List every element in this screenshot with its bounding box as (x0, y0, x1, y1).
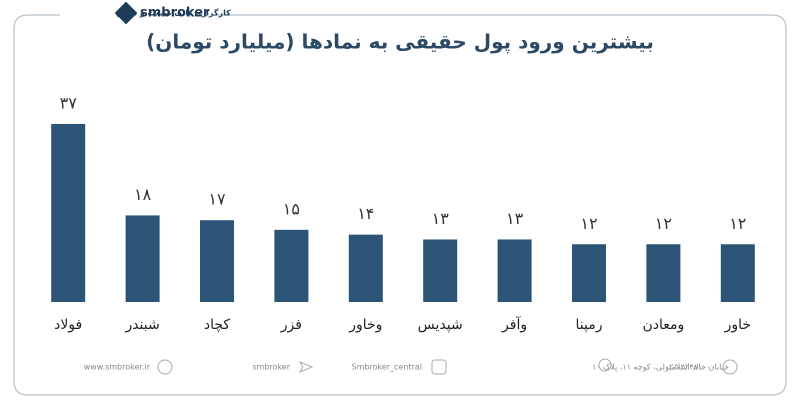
value-label: ۱۷ (208, 190, 226, 209)
bar (51, 124, 86, 302)
x-tick-label: وخاور (348, 317, 382, 333)
bar (497, 239, 532, 302)
instagram: Smbroker_central (352, 363, 422, 372)
value-label: ۱۵ (283, 199, 300, 218)
instagram-icon (431, 359, 447, 375)
x-tick-label: شبندر (124, 317, 159, 333)
location-icon (598, 358, 612, 372)
x-tick-label: فزر (280, 317, 302, 333)
address: خیابان خالد اسلامبولی، کوچه ۱۱، پلاک ۱۰ (592, 363, 729, 372)
value-label: ۱۳ (506, 209, 524, 228)
bar (274, 229, 309, 302)
bank-name: کارگزاری بانک صنعت و معدن (116, 8, 231, 18)
value-label: ۱۲ (655, 214, 672, 233)
bar (200, 220, 234, 302)
telegram: smbroker (252, 363, 290, 372)
telegram-icon (298, 360, 314, 374)
frame (13, 14, 787, 396)
value-label: ۱۳ (432, 209, 450, 228)
brand: smbroker (140, 6, 210, 21)
x-tick-label: وآفر (501, 316, 527, 333)
footer: www.smbroker.ir smbroker Smbroker_centra… (84, 358, 738, 375)
bar (572, 244, 606, 302)
value-label: ۱۴ (357, 204, 374, 223)
phone-icon (722, 359, 738, 375)
x-tick-label: ومعادن (643, 317, 685, 333)
value-label: ۱۲ (729, 214, 746, 233)
x-tick-label: رمپنا (576, 317, 603, 333)
bar (348, 234, 383, 302)
bar (720, 244, 755, 302)
value-label: ۱۲ (580, 214, 597, 233)
value-label: ۱۸ (134, 185, 152, 204)
bar (423, 239, 458, 302)
website: www.smbroker.ir (84, 363, 151, 372)
chart-title: بیشترین ورود پول حقیقی به نمادها (میلیار… (146, 30, 654, 55)
phone: ۰۲۱-۴۲۴۸۱۰۰۰ (665, 363, 715, 372)
x-tick-label: کچاد (204, 317, 231, 333)
bar (646, 244, 681, 302)
x-tick-label: شپدیس (418, 317, 463, 333)
x-tick-label: خاور (724, 317, 751, 333)
bar (125, 215, 160, 302)
web-icon (157, 359, 173, 375)
value-label: ۳۷ (60, 94, 78, 113)
x-tick-label: فولاد (54, 317, 82, 333)
